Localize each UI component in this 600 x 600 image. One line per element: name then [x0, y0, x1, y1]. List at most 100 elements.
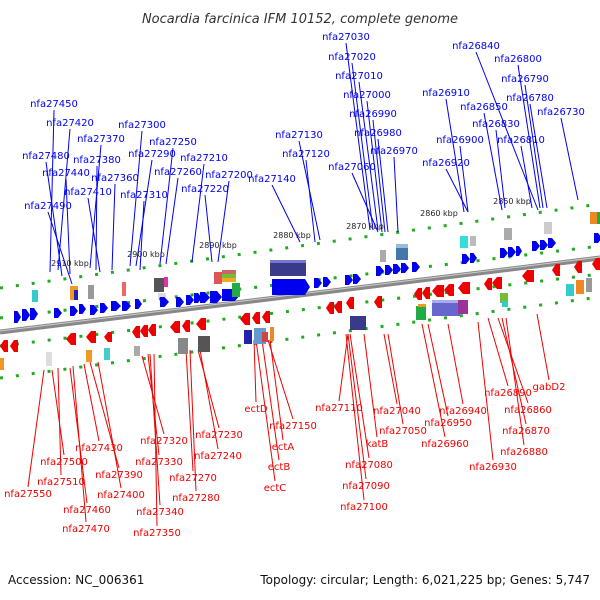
forward-gene-arrow[interactable]	[160, 297, 169, 307]
gene-label-reverse[interactable]: nfa26960	[421, 439, 469, 450]
gene-label-forward[interactable]: nfa27370	[77, 134, 125, 145]
forward-gene-arrow[interactable]	[353, 274, 361, 284]
colored-gene-block[interactable]	[262, 332, 268, 342]
reverse-gene-arrow[interactable]	[574, 261, 582, 273]
colored-gene-block[interactable]	[0, 358, 4, 370]
gene-label-reverse[interactable]: nfa27080	[345, 460, 393, 471]
reverse-gene-arrow[interactable]	[262, 311, 270, 323]
forward-gene-arrow[interactable]	[22, 309, 30, 321]
gray-gene-block[interactable]	[46, 352, 52, 366]
gene-label-forward[interactable]: nfa27260	[154, 167, 202, 178]
forward-gene-arrow[interactable]	[548, 238, 556, 248]
large-gene-stripe[interactable]	[270, 260, 306, 263]
reverse-gene-arrow[interactable]	[170, 321, 180, 333]
forward-gene-arrow[interactable]	[79, 304, 86, 314]
gene-label-forward[interactable]: nfa26830	[472, 119, 520, 130]
gene-label-reverse[interactable]: nfa27240	[194, 451, 242, 462]
forward-gene-arrow[interactable]	[186, 295, 194, 305]
colored-gene-block[interactable]	[32, 290, 38, 302]
gene-label-reverse[interactable]: ectD	[244, 404, 268, 415]
gene-label-forward[interactable]: nfa27250	[149, 137, 197, 148]
gene-label-reverse[interactable]: nfa27390	[95, 470, 143, 481]
gray-gene-block[interactable]	[544, 222, 552, 234]
gene-label-forward[interactable]: nfa26730	[537, 107, 585, 118]
forward-gene-arrow[interactable]	[376, 266, 384, 276]
large-gene-block[interactable]	[350, 316, 366, 330]
gene-label-reverse[interactable]: gabD2	[533, 382, 566, 393]
colored-gene-block[interactable]	[416, 306, 426, 320]
gene-label-forward[interactable]: nfa27360	[91, 173, 139, 184]
gene-label-reverse[interactable]: katB	[366, 439, 389, 450]
gene-label-reverse[interactable]: nfa27110	[315, 403, 363, 414]
colored-gene-block[interactable]	[458, 300, 468, 314]
gray-gene-block[interactable]	[586, 278, 592, 292]
colored-gene-stripe[interactable]	[74, 290, 78, 300]
gene-label-forward[interactable]: nfa26810	[497, 135, 545, 146]
reverse-gene-arrow[interactable]	[458, 282, 470, 294]
forward-gene-arrow[interactable]	[508, 247, 516, 257]
gene-label-reverse[interactable]: nfa27500	[40, 457, 88, 468]
gene-label-forward[interactable]: nfa27480	[22, 151, 70, 162]
colored-gene-stripe[interactable]	[502, 301, 508, 307]
gene-label-forward[interactable]: nfa26980	[354, 128, 402, 139]
gene-label-forward[interactable]: nfa27420	[46, 118, 94, 129]
gene-label-reverse[interactable]: nfa26940	[439, 406, 487, 417]
forward-gene-arrow[interactable]	[30, 308, 38, 320]
forward-gene-arrow[interactable]	[540, 240, 548, 250]
colored-gene-block[interactable]	[460, 236, 468, 248]
gene-label-forward[interactable]: nfa27440	[42, 168, 90, 179]
gene-label-forward[interactable]: nfa26970	[370, 146, 418, 157]
forward-gene-arrow[interactable]	[54, 308, 62, 318]
gray-gene-block[interactable]	[380, 250, 386, 262]
gene-label-forward[interactable]: nfa27200	[205, 170, 253, 181]
gene-label-forward[interactable]: nfa27210	[180, 153, 228, 164]
gray-gene-block[interactable]	[178, 338, 188, 354]
forward-gene-arrow[interactable]	[100, 303, 108, 313]
forward-gene-arrow[interactable]	[500, 248, 508, 258]
gene-label-forward[interactable]: nfa26790	[501, 74, 549, 85]
colored-gene-block[interactable]	[86, 350, 92, 362]
gene-label-reverse[interactable]: nfa27150	[269, 421, 317, 432]
forward-gene-arrow[interactable]	[462, 254, 470, 264]
forward-gene-arrow[interactable]	[345, 275, 353, 285]
reverse-gene-arrow[interactable]	[0, 340, 8, 352]
gene-label-forward[interactable]: nfa27030	[322, 32, 370, 43]
gene-label-reverse[interactable]: nfa27510	[37, 477, 85, 488]
gene-label-forward[interactable]: nfa26850	[460, 102, 508, 113]
gene-label-forward[interactable]: nfa27010	[335, 71, 383, 82]
gray-gene-block[interactable]	[470, 236, 476, 246]
colored-gene-stripe[interactable]	[597, 212, 600, 224]
colored-gene-stripe[interactable]	[222, 274, 236, 278]
gene-label-forward[interactable]: nfa26990	[349, 109, 397, 120]
gene-label-reverse[interactable]: nfa26880	[500, 447, 548, 458]
gene-label-forward[interactable]: nfa27300	[118, 120, 166, 131]
colored-gene-stripe[interactable]	[222, 278, 236, 282]
forward-gene-arrow[interactable]	[176, 297, 184, 307]
forward-gene-arrow[interactable]	[323, 277, 331, 287]
gene-label-reverse[interactable]: nfa27270	[169, 473, 217, 484]
colored-gene-block[interactable]	[500, 293, 508, 303]
reverse-gene-arrow[interactable]	[374, 296, 382, 308]
colored-gene-block[interactable]	[590, 212, 598, 224]
gene-label-reverse[interactable]: nfa27040	[373, 406, 421, 417]
gene-label-forward[interactable]: nfa27290	[128, 149, 176, 160]
large-gene-stripe[interactable]	[432, 300, 460, 303]
large-gene-block[interactable]	[270, 262, 306, 276]
reverse-gene-arrow[interactable]	[592, 258, 600, 270]
reverse-gene-arrow[interactable]	[240, 313, 250, 325]
reverse-gene-arrow[interactable]	[10, 340, 18, 352]
gene-label-forward[interactable]: nfa27490	[24, 201, 72, 212]
gene-label-forward[interactable]: nfa27060	[328, 162, 376, 173]
colored-gene-stripe[interactable]	[396, 244, 408, 248]
forward-gene-arrow[interactable]	[393, 264, 401, 274]
reverse-gene-arrow[interactable]	[444, 284, 454, 296]
colored-gene-block[interactable]	[164, 277, 168, 287]
colored-gene-block[interactable]	[270, 327, 274, 341]
forward-gene-arrow[interactable]	[200, 292, 210, 303]
forward-gene-arrow[interactable]	[135, 299, 142, 309]
gene-label-forward[interactable]: nfa27020	[328, 52, 376, 63]
gene-label-forward[interactable]: nfa27120	[282, 149, 330, 160]
gene-label-forward[interactable]: nfa27450	[30, 99, 78, 110]
reverse-gene-arrow[interactable]	[132, 326, 140, 338]
gene-label-forward[interactable]: nfa26780	[506, 93, 554, 104]
